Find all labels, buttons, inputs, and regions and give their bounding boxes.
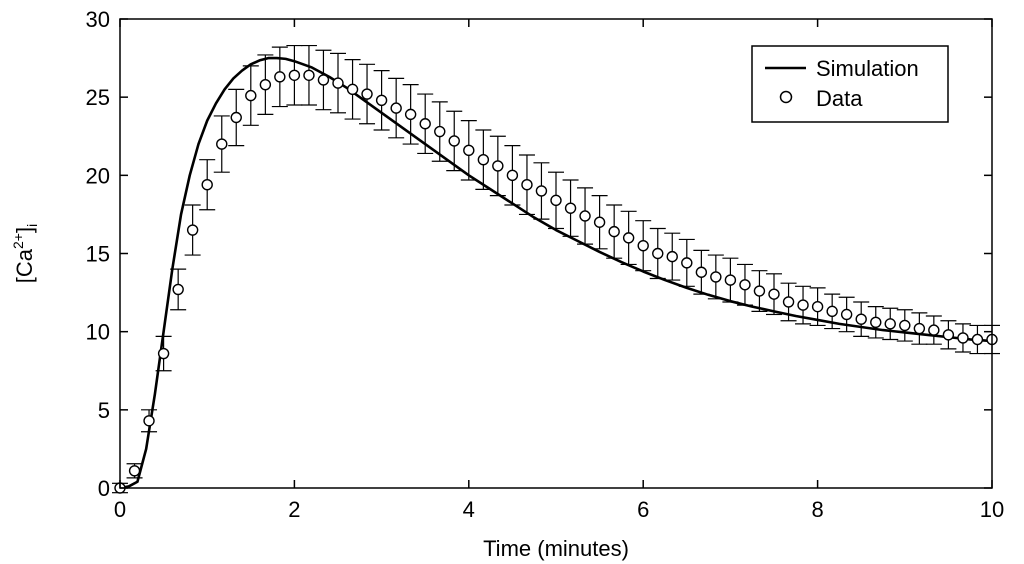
- data-point: [128, 465, 141, 477]
- data-point: [419, 118, 431, 130]
- data-point: [390, 102, 402, 114]
- data-point: [666, 250, 678, 263]
- data-point: [884, 318, 896, 330]
- data-point: [477, 153, 490, 166]
- data-point: [346, 83, 359, 96]
- y-axis-label-close: ]: [12, 227, 37, 233]
- data-point: [375, 94, 388, 106]
- data-point: [913, 322, 926, 335]
- y-tick-label: 20: [86, 163, 110, 188]
- data-point: [637, 239, 649, 252]
- data-point: [840, 308, 853, 321]
- x-tick-label: 10: [980, 497, 1004, 522]
- data-point: [681, 257, 693, 269]
- data-point: [622, 232, 635, 244]
- data-point: [216, 138, 228, 150]
- chart-ticks: 0 2 4 6 8 10 0 5 10 15 20 25 30: [86, 7, 1005, 522]
- data-point: [782, 296, 795, 308]
- data-point: [448, 135, 460, 147]
- plot-area-frame: [119, 18, 993, 489]
- data-point: [535, 185, 548, 197]
- y-axis-label-superscript: 2+: [10, 233, 26, 249]
- y-axis-label-subscript: i: [24, 224, 40, 227]
- data-point: [811, 300, 824, 313]
- y-axis-label-main: [Ca: [12, 248, 37, 283]
- data-point: [492, 160, 504, 172]
- y-tick-label: 30: [86, 7, 110, 32]
- data-point: [274, 71, 286, 83]
- x-tick-label: 0: [114, 497, 126, 522]
- data-point: [724, 274, 737, 286]
- data-point: [593, 216, 606, 228]
- data-point: [157, 347, 170, 360]
- y-axis-label: [Ca2+]i: [10, 224, 40, 283]
- data-point: [942, 329, 955, 341]
- simulation-line: [119, 56, 993, 490]
- data-point: [899, 319, 911, 332]
- y-tick-label: 5: [98, 398, 110, 423]
- data-point: [739, 279, 751, 291]
- y-tick-label: 0: [98, 476, 110, 501]
- data-point: [434, 125, 446, 138]
- data-point: [186, 224, 199, 236]
- legend-box: [751, 45, 949, 123]
- data-point: [172, 283, 184, 296]
- data-point: [652, 247, 664, 260]
- x-tick-label: 2: [288, 497, 300, 522]
- data-point: [259, 78, 272, 91]
- y-tick-label: 25: [86, 85, 110, 110]
- data-point: [826, 305, 838, 318]
- data-point: [317, 74, 330, 86]
- data-point: [506, 169, 519, 182]
- x-tick-label: 4: [463, 497, 475, 522]
- chart-marks: [112, 44, 1000, 494]
- data-point: [608, 225, 620, 238]
- data-point: [768, 288, 780, 300]
- data-point: [957, 332, 969, 344]
- data-point: [855, 313, 867, 325]
- data-point: [303, 69, 315, 81]
- data-point: [230, 111, 242, 124]
- data-point: [710, 271, 722, 283]
- x-axis-label: Time (minutes): [483, 536, 629, 561]
- y-tick-label: 15: [86, 242, 110, 267]
- legend-data-label: Data: [816, 86, 863, 111]
- data-point: [361, 88, 373, 100]
- data-point: [404, 108, 417, 121]
- data-point: [753, 285, 766, 297]
- data-point: [928, 324, 940, 336]
- data-point: [143, 415, 155, 427]
- legend-data-marker-icon: [779, 90, 793, 104]
- x-tick-label: 6: [637, 497, 649, 522]
- chart-legend: Simulation Data: [751, 45, 949, 123]
- data-point: [695, 266, 708, 278]
- data-point: [521, 179, 533, 191]
- data-point: [550, 194, 562, 207]
- data-point: [245, 89, 257, 102]
- data-point: [579, 210, 591, 222]
- data-point: [797, 299, 809, 311]
- data-point: [288, 69, 301, 81]
- data-point: [201, 179, 213, 191]
- legend-simulation-label: Simulation: [816, 56, 919, 81]
- y-tick-label: 10: [86, 320, 110, 345]
- data-point: [332, 77, 344, 89]
- x-tick-label: 8: [811, 497, 823, 522]
- data-point: [870, 316, 882, 328]
- data-point: [971, 333, 984, 346]
- data-point: [463, 144, 475, 157]
- data-point: [564, 202, 577, 214]
